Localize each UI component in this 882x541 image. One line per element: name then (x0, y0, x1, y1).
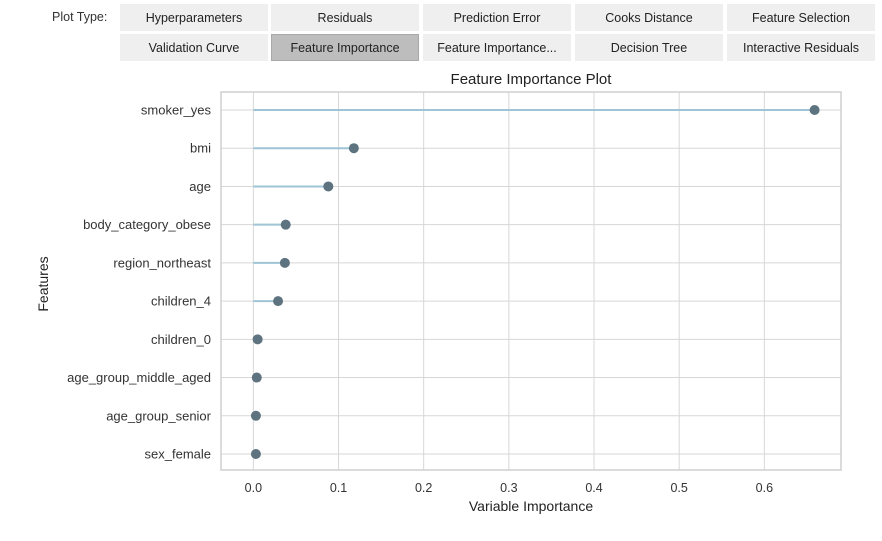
lollipop-dot (250, 449, 261, 459)
y-axis-label: Features (35, 256, 51, 311)
plot-type-button-hyperparameters[interactable]: Hyperparameters (120, 4, 268, 31)
y-tick-label: age_group_middle_aged (67, 370, 211, 385)
plot-type-button-validation-curve[interactable]: Validation Curve (120, 34, 268, 61)
y-tick-label: region_northeast (113, 255, 211, 270)
lollipop-dot (280, 219, 291, 230)
plot-frame (220, 91, 842, 471)
lollipop-dot (252, 334, 263, 345)
plot-type-label: Plot Type: (52, 10, 108, 24)
lollipop-dot (273, 296, 284, 307)
plot-type-button-feature-importance[interactable]: Feature Importance (271, 34, 419, 61)
lollipop-dot (251, 372, 262, 383)
plot-type-button-feature-importance[interactable]: Feature Importance... (423, 34, 571, 61)
y-tick-label: smoker_yes (141, 103, 212, 118)
x-tick-label: 0.6 (756, 481, 773, 495)
y-tick-label: age_group_senior (106, 408, 211, 423)
lollipop-dot (348, 143, 359, 154)
x-axis-label: Variable Importance (469, 498, 593, 514)
y-tick-label: sex_female (145, 447, 211, 462)
x-tick-label: 0.0 (245, 481, 262, 495)
plot-type-button-cooks-distance[interactable]: Cooks Distance (575, 4, 723, 31)
x-tick-label: 0.1 (330, 481, 347, 495)
x-tick-label: 0.2 (415, 481, 432, 495)
plot-type-button-interactive-residuals[interactable]: Interactive Residuals (727, 34, 875, 61)
lollipop-dot (250, 410, 261, 421)
y-tick-label: children_0 (151, 332, 211, 347)
y-tick-label: body_category_obese (83, 217, 211, 232)
plot-type-button-decision-tree[interactable]: Decision Tree (575, 34, 723, 61)
chart-title: Feature Importance Plot (451, 71, 613, 88)
y-tick-label: bmi (190, 141, 211, 156)
lollipop-dot (809, 105, 820, 115)
plot-type-button-feature-selection[interactable]: Feature Selection (727, 4, 875, 31)
plot-type-button-residuals[interactable]: Residuals (271, 4, 419, 31)
x-tick-label: 0.5 (670, 481, 687, 495)
lollipop-dot (279, 257, 290, 268)
y-tick-label: children_4 (151, 294, 211, 309)
y-tick-label: age (189, 179, 211, 194)
lollipop-dot (323, 181, 334, 192)
x-tick-label: 0.3 (500, 481, 517, 495)
x-tick-label: 0.4 (585, 481, 602, 495)
plot-type-button-prediction-error[interactable]: Prediction Error (423, 4, 571, 31)
